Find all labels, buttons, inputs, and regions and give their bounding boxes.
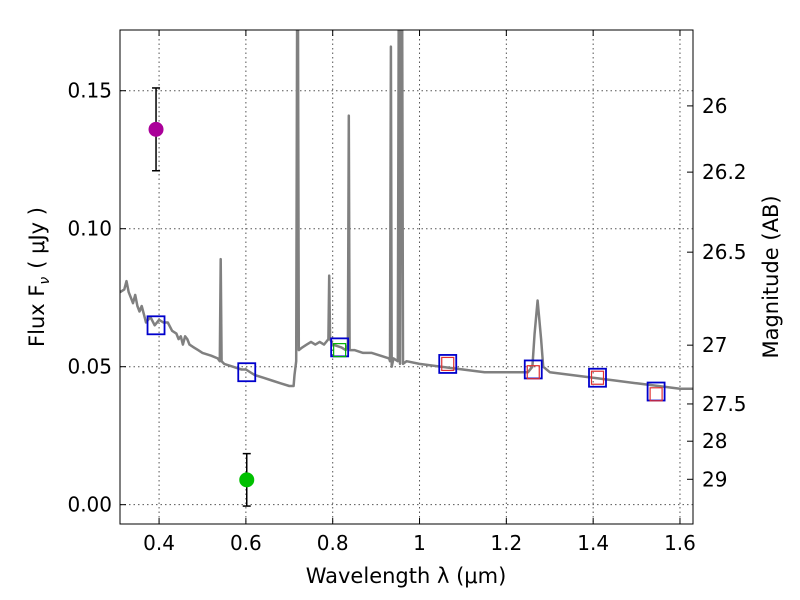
y-tick-label: 0.10 (67, 217, 112, 241)
observed-band-square (333, 343, 347, 358)
model-band-square (146, 315, 166, 336)
y-axis-label: Flux Fν ( μJy ) (25, 207, 53, 347)
y2-tick-label: 28 (702, 429, 727, 453)
x-tick-label: 0.4 (143, 531, 175, 555)
x-tick-label: 1.6 (664, 531, 696, 555)
y2-axis-label: Magnitude (AB) (759, 195, 783, 358)
x-tick-label: 0.6 (230, 531, 262, 555)
model-band-square (438, 354, 458, 374)
x-tick-label: 0.8 (317, 531, 349, 555)
x-tick-label: 1.4 (577, 531, 609, 555)
observed-band-square (526, 365, 540, 380)
data-marks (146, 87, 666, 507)
model-band-square (237, 362, 257, 383)
photometry-point (148, 121, 164, 137)
plot-area (120, 30, 693, 507)
spectrum-line (120, 30, 693, 391)
observed-band-square (649, 387, 663, 402)
observed-band-square (441, 356, 455, 372)
svg-text:Flux Fν( μJy ): Flux Fν ( μJy ) (25, 207, 53, 347)
observed-band-square (590, 370, 605, 385)
y-tick-label: 0.05 (67, 355, 112, 379)
y-tick-label: 0.15 (67, 79, 112, 103)
x-tick-label: 1.2 (490, 531, 522, 555)
y2-tick-label: 26 (702, 94, 727, 118)
x-axis-label: Wavelength λ (μm) (306, 564, 507, 588)
y2-tick-label: 26.5 (702, 240, 747, 264)
y-axis-label-sub: ν (37, 277, 53, 285)
y-tick-label: 0.00 (67, 493, 112, 517)
y2-tick-label: 26.2 (702, 160, 747, 184)
photometry-point (239, 472, 255, 488)
y2-tick-label: 29 (702, 467, 727, 491)
grid (120, 30, 693, 524)
plot-frame (119, 29, 694, 525)
y2-tick-label: 27.5 (702, 392, 747, 416)
y2-tick-label: 27 (702, 333, 727, 357)
y-axis-label-unit: ( μJy ) (25, 207, 49, 269)
x-tick-label: 1 (413, 531, 426, 555)
model-band-square (588, 367, 607, 388)
y-axis-label-main: Flux F (25, 285, 49, 347)
axis-ticks: 0.4 0.6 0.8 1 1.2 1.4 1.6 0.00 0.05 0.10 0.15 26 26.… (67, 30, 747, 555)
